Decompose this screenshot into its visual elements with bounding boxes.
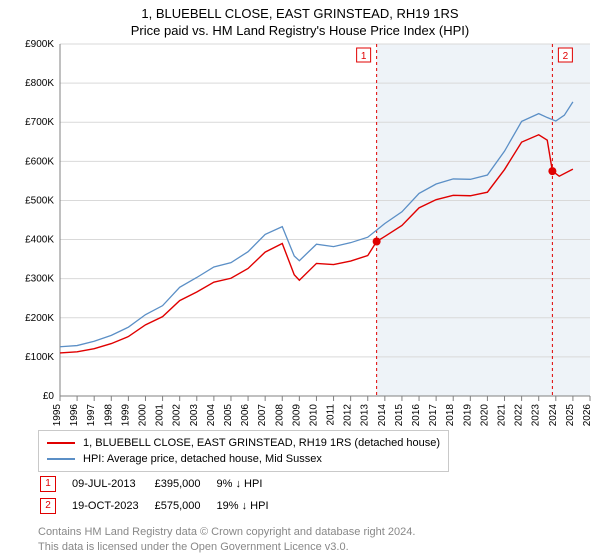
- svg-text:2011: 2011: [326, 404, 337, 426]
- svg-text:£400K: £400K: [25, 235, 54, 246]
- svg-text:1: 1: [361, 51, 367, 62]
- legend: 1, BLUEBELL CLOSE, EAST GRINSTEAD, RH19 …: [38, 430, 449, 472]
- svg-text:2013: 2013: [360, 404, 371, 427]
- svg-text:£800K: £800K: [25, 78, 54, 89]
- table-row: 1 09-JUL-2013 £395,000 9% ↓ HPI: [40, 474, 283, 494]
- svg-text:1996: 1996: [69, 404, 80, 427]
- svg-text:2003: 2003: [189, 404, 200, 427]
- svg-text:2002: 2002: [172, 404, 183, 427]
- svg-text:2023: 2023: [531, 404, 542, 427]
- sale-date: 19-OCT-2023: [72, 496, 153, 516]
- marker-box: 2: [40, 498, 56, 514]
- svg-text:£500K: £500K: [25, 195, 54, 206]
- chart-subtitle: Price paid vs. HM Land Registry's House …: [0, 21, 600, 38]
- svg-text:2008: 2008: [274, 404, 285, 427]
- svg-text:£600K: £600K: [25, 156, 54, 167]
- svg-text:2: 2: [563, 51, 569, 62]
- svg-text:2014: 2014: [377, 404, 388, 427]
- svg-text:1998: 1998: [103, 404, 114, 427]
- sale-date: 09-JUL-2013: [72, 474, 153, 494]
- svg-text:2016: 2016: [411, 404, 422, 427]
- legend-label-2: HPI: Average price, detached house, Mid …: [83, 453, 322, 465]
- svg-text:2025: 2025: [565, 404, 576, 427]
- svg-text:2019: 2019: [462, 404, 473, 427]
- legend-item-hpi: HPI: Average price, detached house, Mid …: [47, 451, 440, 467]
- chart-title: 1, BLUEBELL CLOSE, EAST GRINSTEAD, RH19 …: [0, 0, 600, 21]
- legend-item-price-paid: 1, BLUEBELL CLOSE, EAST GRINSTEAD, RH19 …: [47, 435, 440, 451]
- svg-text:£100K: £100K: [25, 352, 54, 363]
- svg-text:£200K: £200K: [25, 313, 54, 324]
- svg-text:2017: 2017: [428, 404, 439, 427]
- svg-text:2009: 2009: [291, 404, 302, 427]
- table-row: 2 19-OCT-2023 £575,000 19% ↓ HPI: [40, 496, 283, 516]
- svg-text:£700K: £700K: [25, 117, 54, 128]
- sale-price: £395,000: [155, 474, 215, 494]
- svg-text:2026: 2026: [582, 404, 593, 427]
- svg-text:2020: 2020: [479, 404, 490, 427]
- legend-swatch-1: [47, 442, 75, 444]
- svg-text:£300K: £300K: [25, 274, 54, 285]
- svg-text:£0: £0: [43, 391, 55, 402]
- sale-marker-table: 1 09-JUL-2013 £395,000 9% ↓ HPI 2 19-OCT…: [38, 472, 285, 518]
- svg-text:2006: 2006: [240, 404, 251, 427]
- svg-text:2015: 2015: [394, 404, 405, 427]
- svg-text:£900K: £900K: [25, 39, 54, 50]
- legend-label-1: 1, BLUEBELL CLOSE, EAST GRINSTEAD, RH19 …: [83, 437, 440, 449]
- attribution: Contains HM Land Registry data © Crown c…: [38, 525, 415, 554]
- svg-text:2004: 2004: [206, 404, 217, 427]
- svg-text:2001: 2001: [155, 404, 166, 427]
- svg-text:2000: 2000: [137, 404, 148, 427]
- svg-text:2005: 2005: [223, 404, 234, 427]
- svg-text:2010: 2010: [308, 404, 319, 427]
- price-chart: £0 £100K £200K £300K £400K £500K £600K £700K £80…: [0, 38, 600, 428]
- svg-text:2022: 2022: [514, 404, 525, 427]
- sale-vs-hpi: 9% ↓ HPI: [217, 474, 283, 494]
- svg-text:2024: 2024: [548, 404, 559, 427]
- svg-text:2021: 2021: [497, 404, 508, 427]
- svg-text:1995: 1995: [52, 404, 63, 427]
- sale-price: £575,000: [155, 496, 215, 516]
- marker-box: 1: [40, 476, 56, 492]
- svg-text:2007: 2007: [257, 404, 268, 427]
- svg-text:2012: 2012: [343, 404, 354, 427]
- sale-vs-hpi: 19% ↓ HPI: [217, 496, 283, 516]
- svg-text:1999: 1999: [120, 404, 131, 427]
- legend-swatch-2: [47, 458, 75, 460]
- svg-text:2018: 2018: [445, 404, 456, 427]
- svg-text:1997: 1997: [86, 404, 97, 427]
